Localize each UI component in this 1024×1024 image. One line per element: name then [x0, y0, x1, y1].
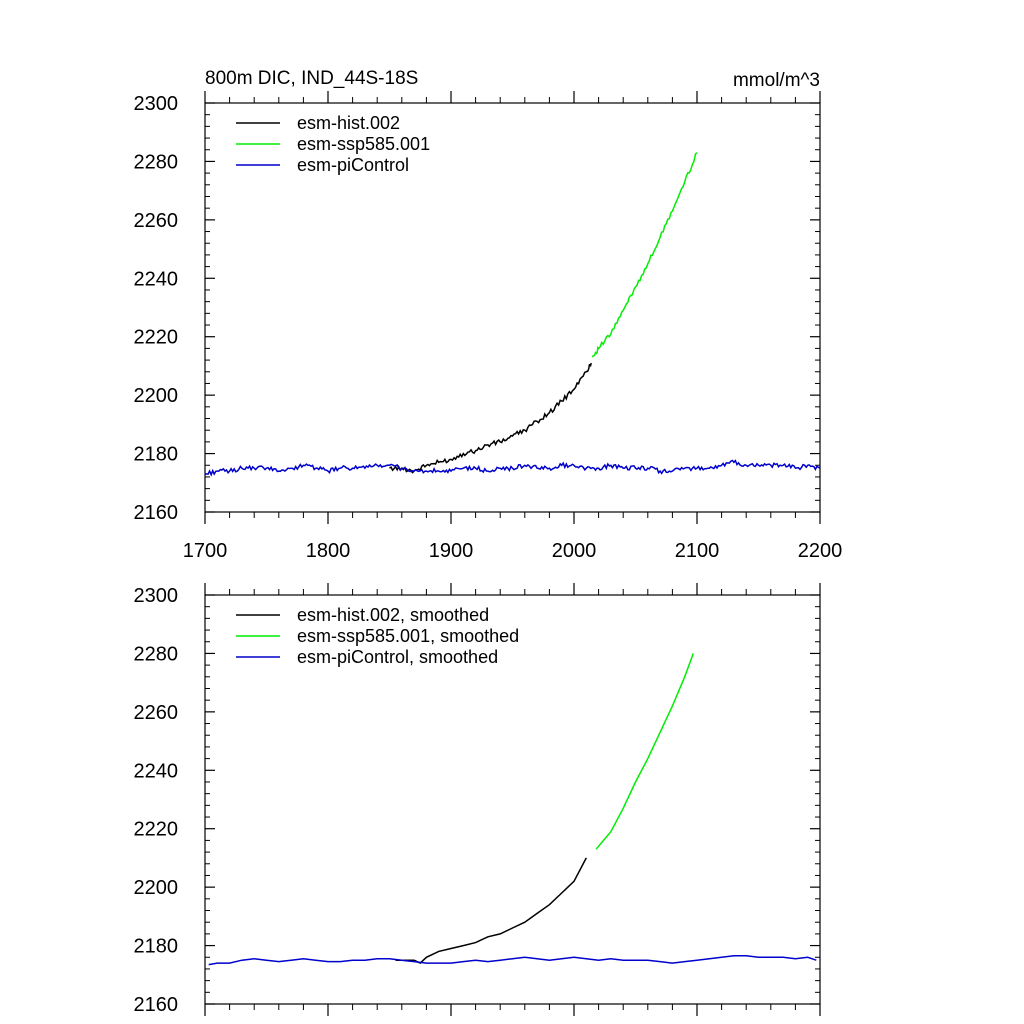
- y-tick-label: 2260: [134, 210, 179, 232]
- y-tick-label: 2220: [134, 327, 179, 349]
- series-line: [205, 459, 820, 477]
- y-tick-label: 2160: [134, 502, 179, 524]
- y-tick-label: 2180: [134, 936, 179, 958]
- plot-frame: [204, 102, 821, 513]
- y-tick-label: 2260: [134, 702, 179, 724]
- series-line: [208, 955, 817, 966]
- legend-label: esm-hist.002, smoothed: [297, 605, 489, 625]
- y-tick-label: 2300: [134, 585, 179, 607]
- y-tick-label: 2160: [134, 994, 179, 1016]
- series-line: [591, 152, 698, 358]
- legend-label: esm-piControl, smoothed: [297, 647, 498, 667]
- x-tick-label: 2200: [798, 540, 843, 562]
- y-tick-label: 2200: [134, 385, 179, 407]
- x-tick-label: 1700: [183, 540, 228, 562]
- chart-title: 800m DIC, IND_44S-18S: [205, 68, 418, 89]
- bottom-panel: 2160 2180 2200 2220 2240 2260 2280 2300 esm-hist…: [134, 583, 821, 1016]
- legend-label: esm-hist.002: [297, 113, 400, 133]
- top-panel: 2160 2180 2200 2220 2240 2260 2280 2300 1700 1800…: [134, 91, 843, 562]
- series-line: [595, 653, 695, 850]
- legend-label: esm-ssp585.001: [297, 134, 430, 154]
- units-label: mmol/m^3: [733, 70, 820, 91]
- y-tick-label: 2240: [134, 760, 179, 782]
- legend-label: esm-ssp585.001, smoothed: [297, 626, 519, 646]
- x-tick-label: 2100: [675, 540, 720, 562]
- series-line: [395, 857, 587, 964]
- x-tick-label: 1800: [306, 540, 351, 562]
- x-tick-label: 1900: [429, 540, 474, 562]
- y-tick-label: 2180: [134, 444, 179, 466]
- y-tick-label: 2280: [134, 643, 179, 665]
- y-tick-label: 2280: [134, 151, 179, 173]
- y-tick-label: 2220: [134, 819, 179, 841]
- y-tick-label: 2300: [134, 93, 179, 115]
- y-tick-label: 2200: [134, 877, 179, 899]
- legend-label: esm-piControl: [297, 155, 409, 175]
- y-tick-label: 2240: [134, 268, 179, 290]
- x-tick-label: 2000: [552, 540, 597, 562]
- plot-frame: [204, 594, 821, 1005]
- series-line: [389, 362, 592, 474]
